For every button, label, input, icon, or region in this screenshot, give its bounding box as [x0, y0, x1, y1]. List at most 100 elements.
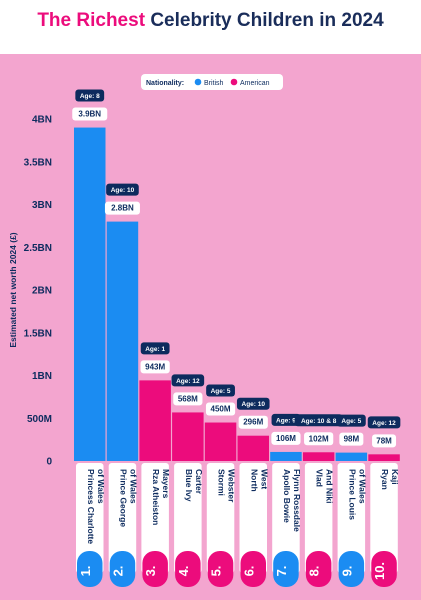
value-label-bg: [238, 415, 268, 429]
age-badge: [75, 89, 105, 102]
bar-name-label: And Niki: [325, 469, 335, 503]
bar: [204, 422, 237, 461]
value-label: 943M: [145, 362, 165, 371]
value-label-bg: [72, 107, 108, 121]
rank-label: 9.: [339, 566, 354, 577]
rank-label: 2.: [110, 566, 125, 577]
name-label-bg: [206, 463, 235, 573]
bar-name-label: Apollo Bowie: [282, 469, 292, 523]
bar-name-label: Prince George: [118, 469, 128, 527]
y-tick-label: 0: [46, 457, 52, 468]
rank-badge: [273, 551, 299, 587]
bar-name-label: Webster: [227, 469, 237, 503]
bar-name-label: Prince Louis: [347, 469, 357, 520]
bar-name-label: of Wales: [96, 469, 106, 504]
age-label: Age: 9: [276, 417, 296, 424]
title-rest: Celebrity Children in 2024: [150, 10, 384, 31]
legend-entry: British: [204, 80, 224, 87]
name-label-bg: [239, 463, 267, 573]
rank-label: 7.: [274, 566, 289, 577]
bar-name-label: Mayers: [161, 469, 171, 499]
bar: [335, 452, 368, 461]
age-badge: [140, 342, 170, 355]
bar-name-label: Vlad: [315, 469, 325, 487]
value-label: 2.8BN: [111, 204, 134, 213]
rank-badge: [109, 551, 136, 587]
value-label: 106M: [276, 434, 296, 443]
bar-name-label: Kaji: [390, 469, 400, 485]
bar-name-label: Carter: [194, 469, 204, 495]
value-label-bg: [304, 432, 334, 446]
rank-badge: [77, 551, 103, 587]
age-badge: [206, 384, 235, 397]
name-label-bg: [108, 463, 137, 573]
rank-badge: [305, 551, 332, 587]
legend-swatch: [230, 78, 238, 86]
age-badge: [336, 414, 366, 427]
rank-badge: [371, 551, 397, 587]
rank-label: 6.: [241, 566, 256, 577]
value-label-bg: [271, 431, 301, 445]
name-label-bg: [337, 463, 366, 573]
age-badge: [171, 374, 205, 387]
age-badge: [106, 183, 139, 196]
rank-label: 4.: [176, 566, 191, 577]
rank-badge: [175, 551, 201, 587]
value-label: 296M: [243, 418, 263, 427]
y-axis-label: Estimated net worth 2024 (£): [8, 232, 18, 347]
bar: [368, 454, 400, 461]
bar-name-label: Flynn Rossdale: [292, 469, 302, 532]
legend-entry: American: [240, 80, 270, 87]
legend-swatch: [194, 78, 202, 86]
bar: [237, 435, 269, 461]
legend-title: Nationality:: [146, 80, 184, 87]
value-label: 98M: [344, 435, 360, 444]
bar-name-label: Rza Atheiston: [151, 469, 161, 525]
bar-name-label: Blue Ivy: [184, 469, 194, 502]
legend-box: [141, 74, 283, 90]
value-label-bg: [140, 360, 170, 374]
y-tick-label: 1.5BN: [24, 328, 52, 339]
age-label: Age: 10 & 8: [301, 418, 337, 425]
bar: [270, 451, 302, 461]
bar-name-label: Ryan: [380, 469, 390, 490]
y-tick-label: 1BN: [32, 371, 52, 382]
value-label: 102M: [309, 434, 329, 443]
bar: [106, 221, 139, 461]
title-bar: The Richest Celebrity Children in 2024: [0, 0, 421, 54]
value-label: 568M: [178, 394, 198, 403]
bar: [139, 380, 171, 461]
bar: [172, 412, 204, 461]
bar-name-label: of Wales: [128, 469, 138, 504]
name-label-bg: [272, 463, 300, 573]
rank-badge: [207, 551, 234, 587]
y-tick-label: 2BN: [32, 286, 52, 297]
value-label: 3.9BN: [78, 110, 101, 119]
bar: [74, 127, 106, 462]
chart-title: The Richest Celebrity Children in 2024: [0, 10, 421, 32]
value-label: 78M: [376, 436, 392, 445]
y-tick-label: 3.5BN: [24, 157, 52, 168]
name-label-bg: [76, 463, 104, 573]
rank-badge: [142, 551, 168, 587]
age-badge: [294, 414, 343, 427]
age-label: Age: 1: [145, 346, 165, 353]
rank-badge: [240, 551, 266, 587]
name-label-bg: [304, 463, 333, 573]
age-label: Age: 12: [176, 378, 200, 385]
age-badge: [271, 413, 301, 426]
bar-name-label: Stormi: [217, 469, 227, 496]
bar-name-label: West: [259, 469, 269, 489]
bar-name-label: of Wales: [357, 469, 367, 504]
rank-label: 10.: [372, 562, 387, 580]
rank-label: 1.: [78, 566, 93, 577]
rank-badge: [338, 551, 365, 587]
age-badge: [236, 397, 270, 410]
bar-name-label: North: [249, 469, 259, 492]
y-tick-label: 3BN: [32, 200, 52, 211]
age-label: Age: 5: [341, 418, 361, 425]
age-label: Age: 10: [242, 401, 266, 408]
value-label-bg: [339, 432, 364, 446]
